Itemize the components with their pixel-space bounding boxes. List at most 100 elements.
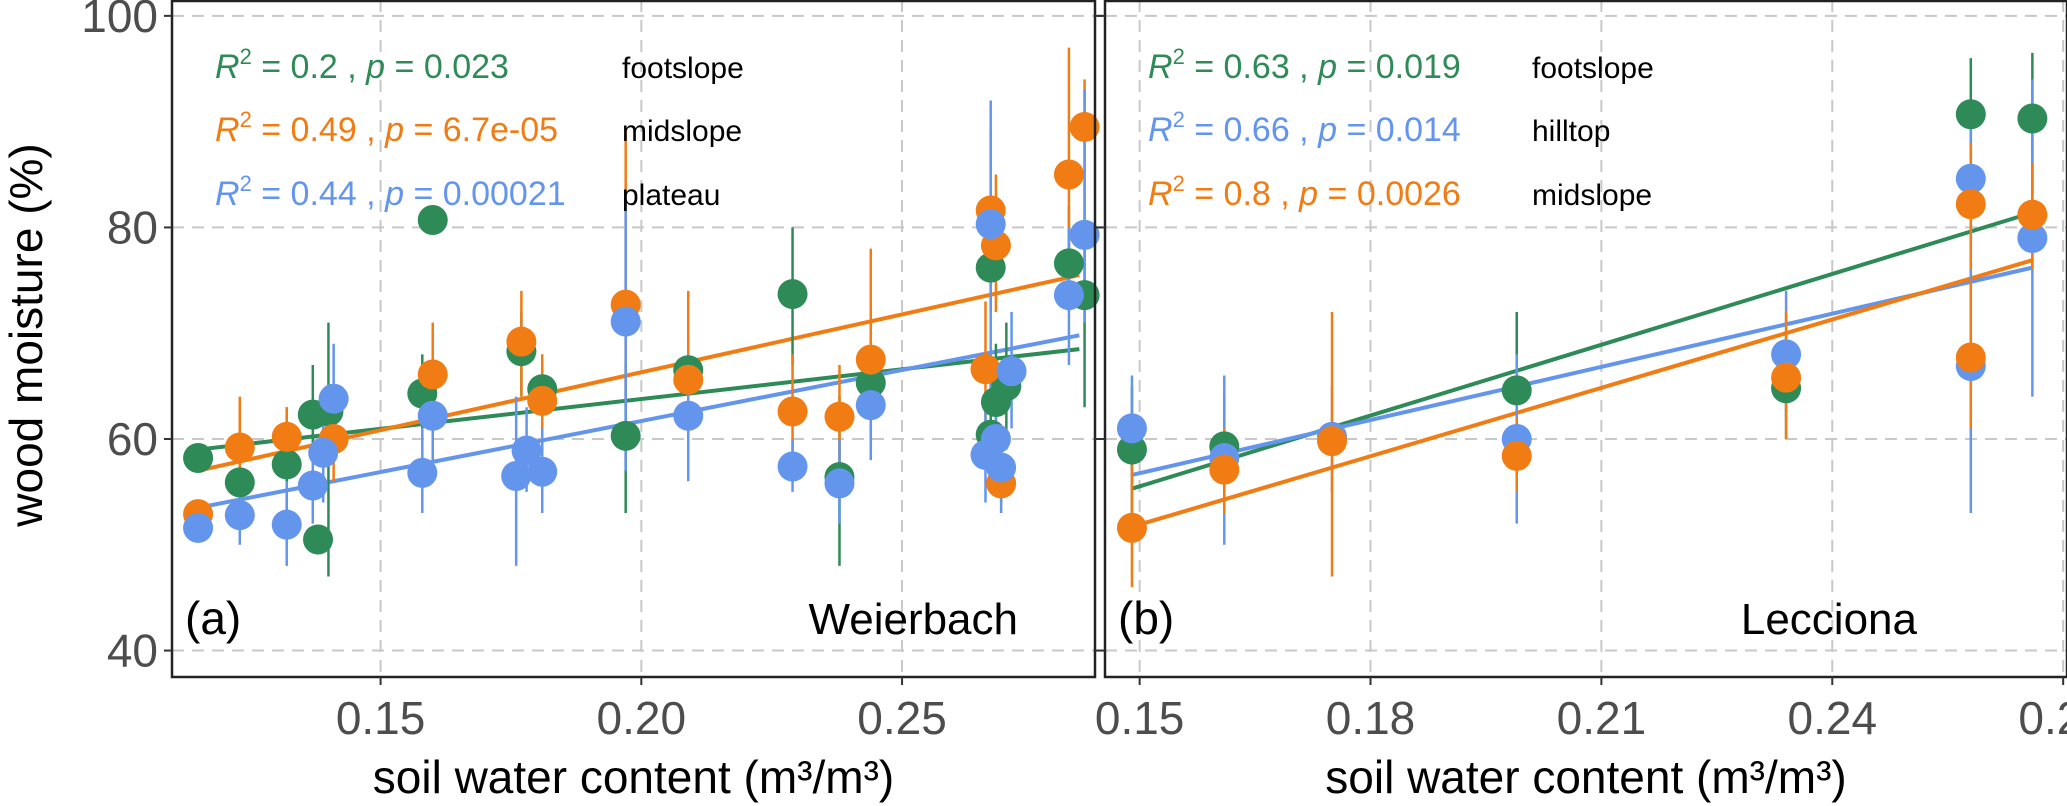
stats-series-name: footslope	[622, 52, 744, 85]
data-point-plateau	[501, 461, 532, 492]
y-tick-label: 80	[107, 201, 158, 253]
data-point-plateau	[980, 423, 1011, 454]
x-tick-label: 0.27	[2018, 692, 2067, 744]
stats-series-name: footslope	[1532, 52, 1654, 85]
data-point-footslope	[183, 443, 214, 474]
x-tick-label: 0.20	[597, 692, 687, 744]
stats-annotation-plateau: R2 = 0.44 , p = 0.00021	[215, 171, 566, 213]
data-point-midslope	[970, 354, 1001, 385]
data-point-midslope	[527, 385, 558, 416]
data-point-midslope	[1955, 189, 1986, 220]
data-point-plateau	[610, 306, 641, 337]
data-point-plateau	[975, 209, 1006, 240]
data-point-midslope	[777, 396, 808, 427]
data-point-plateau	[855, 390, 886, 421]
data-point-footslope	[1116, 434, 1147, 465]
data-point-plateau	[308, 437, 339, 468]
x-tick-label: 0.25	[857, 692, 947, 744]
data-point-footslope	[224, 467, 255, 498]
stats-series-name: midslope	[1532, 179, 1652, 212]
data-point-midslope	[506, 326, 537, 357]
data-point-footslope	[271, 449, 302, 480]
data-point-plateau	[1069, 219, 1100, 250]
data-point-plateau	[673, 400, 704, 431]
data-point-plateau	[224, 500, 255, 531]
stats-annotation-footslope: R2 = 0.2 , p = 0.023	[215, 44, 509, 86]
data-point-midslope	[855, 344, 886, 375]
panel-b: 0.15 0.18 0.21 0.24 0.27 soil water content (…	[1095, 0, 2067, 803]
site-label: Weierbach	[808, 595, 1018, 644]
data-point-hilltop	[1116, 413, 1147, 444]
panel-border	[170, 0, 1097, 679]
data-point-midslope	[417, 359, 448, 390]
x-axis-label: soil water content (m³/m³)	[373, 751, 894, 803]
data-point-midslope	[1209, 454, 1240, 485]
data-point-footslope	[303, 524, 334, 555]
data-point-midslope	[224, 432, 255, 463]
stats-series-name: hilltop	[1532, 115, 1610, 148]
panel-label: (b)	[1118, 592, 1174, 644]
x-tick-label: 0.15	[336, 692, 426, 744]
data-point-hilltop	[1955, 163, 1986, 194]
data-point-footslope	[1955, 99, 1986, 130]
data-point-plateau	[527, 456, 558, 487]
data-point-plateau	[297, 470, 328, 501]
stats-annotation-hilltop: R2 = 0.66 , p = 0.014	[1148, 107, 1461, 149]
stats-series-name: plateau	[622, 179, 720, 212]
fit-line-plateau	[197, 333, 1080, 510]
y-tick-label: 40	[107, 625, 158, 677]
data-point-plateau	[986, 452, 1017, 483]
x-tick-label: 0.15	[1095, 692, 1185, 744]
x-tick-label: 0.24	[1788, 692, 1878, 744]
y-tick-label: 60	[107, 413, 158, 465]
data-point-footslope	[777, 279, 808, 310]
stats-series-name: midslope	[622, 115, 742, 148]
data-point-midslope	[1053, 159, 1084, 190]
data-point-footslope	[855, 367, 886, 398]
data-point-footslope	[610, 420, 641, 451]
data-point-plateau	[824, 468, 855, 499]
fit-line-hilltop	[1131, 265, 2033, 477]
data-point-plateau	[318, 383, 349, 414]
data-point-footslope	[2017, 103, 2048, 134]
stats-annotation-footslope: R2 = 0.63 , p = 0.019	[1148, 44, 1461, 86]
panel-border	[1103, 0, 2067, 679]
data-point-midslope	[1501, 440, 1532, 471]
chart-panels: 40 60 80 100 0.15 0.20 0.25 soil water content …	[81, 0, 2067, 803]
data-point-midslope	[2017, 199, 2048, 230]
data-point-footslope	[1053, 248, 1084, 279]
x-tick-label: 0.18	[1326, 692, 1416, 744]
data-point-hilltop	[2017, 223, 2048, 254]
data-point-plateau	[407, 457, 438, 488]
data-point-midslope	[1069, 111, 1100, 142]
data-point-footslope	[1501, 375, 1532, 406]
data-point-plateau	[271, 509, 302, 540]
data-point-plateau	[183, 512, 214, 543]
fit-line-midslope	[1131, 258, 2033, 529]
data-point-midslope	[1116, 512, 1147, 543]
data-point-plateau	[1053, 280, 1084, 311]
data-point-midslope	[1317, 426, 1348, 457]
data-point-footslope	[417, 205, 448, 236]
stats-annotation-midslope: R2 = 0.8 , p = 0.0026	[1148, 171, 1461, 213]
data-point-midslope	[824, 401, 855, 432]
site-label: Lecciona	[1741, 595, 1918, 644]
data-point-plateau	[417, 400, 448, 431]
y-tick-label: 100	[81, 0, 158, 42]
fit-line-footslope	[1131, 210, 2033, 491]
panel-label: (a)	[185, 592, 241, 644]
data-point-hilltop	[1771, 339, 1802, 370]
data-point-plateau	[996, 356, 1027, 387]
stats-annotation-midslope: R2 = 0.49 , p = 6.7e-05	[215, 107, 558, 149]
data-point-midslope	[271, 421, 302, 452]
x-tick-label: 0.21	[1557, 692, 1647, 744]
data-point-plateau	[777, 451, 808, 482]
data-point-midslope	[1771, 362, 1802, 393]
data-point-midslope	[673, 364, 704, 395]
figure-y-axis-label: wood moisture (%)	[0, 143, 52, 527]
x-axis-label: soil water content (m³/m³)	[1325, 751, 1846, 803]
data-point-midslope	[1955, 342, 1986, 373]
data-point-plateau	[511, 435, 542, 466]
panel-a: 40 60 80 100 0.15 0.20 0.25 soil water content …	[81, 0, 1103, 803]
